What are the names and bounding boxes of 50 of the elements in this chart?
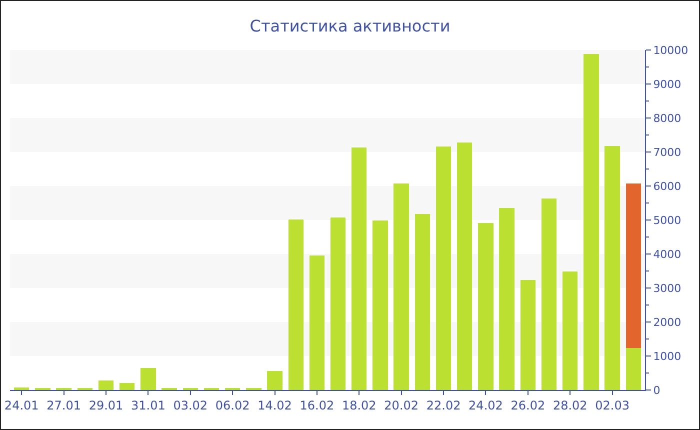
bar	[394, 183, 409, 390]
bar	[98, 380, 114, 390]
bar	[288, 219, 304, 390]
bar	[372, 220, 388, 390]
x-tick-label: 20.02	[384, 398, 419, 412]
x-tick-label: 29.01	[88, 398, 124, 412]
y-tick-label: 6000	[653, 180, 682, 193]
x-tick-label: 31.01	[131, 398, 166, 412]
x-tick-label: 22.02	[426, 398, 461, 412]
bar	[119, 383, 135, 390]
x-tick-label: 26.02	[510, 398, 546, 412]
x-tick-label: 28.02	[552, 398, 588, 412]
y-tick-label: 5000	[653, 214, 682, 227]
bar	[604, 146, 620, 390]
bar	[626, 183, 641, 348]
y-tick-label: 4000	[653, 248, 682, 261]
y-tick-label: 2000	[653, 316, 682, 329]
chart-title: Статистика активности	[250, 16, 450, 36]
bar	[140, 368, 156, 390]
x-tick-label: 18.02	[342, 398, 376, 412]
bar	[541, 198, 557, 390]
y-tick-label: 10000	[653, 44, 688, 57]
bar	[267, 370, 282, 390]
bar	[562, 271, 578, 390]
x-tick-label: 06.02	[215, 398, 250, 412]
bar	[478, 223, 494, 390]
x-tick-label: 02.03	[595, 398, 630, 412]
bar	[309, 255, 325, 390]
y-tick-label: 3000	[653, 282, 682, 295]
x-tick-label: 27.01	[46, 398, 81, 412]
x-tick-label: 03.02	[173, 398, 208, 412]
bar	[330, 218, 346, 390]
y-tick-label: 7000	[653, 146, 682, 159]
x-tick-label: 14.02	[258, 398, 292, 412]
y-tick-label: 9000	[653, 78, 682, 91]
bar	[436, 146, 452, 390]
bar	[352, 148, 367, 390]
x-tick-label: 24.01	[4, 398, 39, 412]
y-tick-label: 8000	[653, 112, 682, 125]
x-tick-label: 24.02	[468, 398, 503, 412]
y-tick-label: 1000	[653, 350, 682, 363]
bar	[626, 348, 641, 390]
bar	[457, 142, 472, 390]
bar	[14, 387, 30, 390]
bar	[520, 280, 536, 390]
x-tick-label: 16.02	[300, 398, 334, 412]
y-tick-label: 0	[653, 384, 660, 397]
bar	[499, 208, 514, 390]
bar	[584, 54, 599, 390]
bar	[414, 214, 430, 390]
